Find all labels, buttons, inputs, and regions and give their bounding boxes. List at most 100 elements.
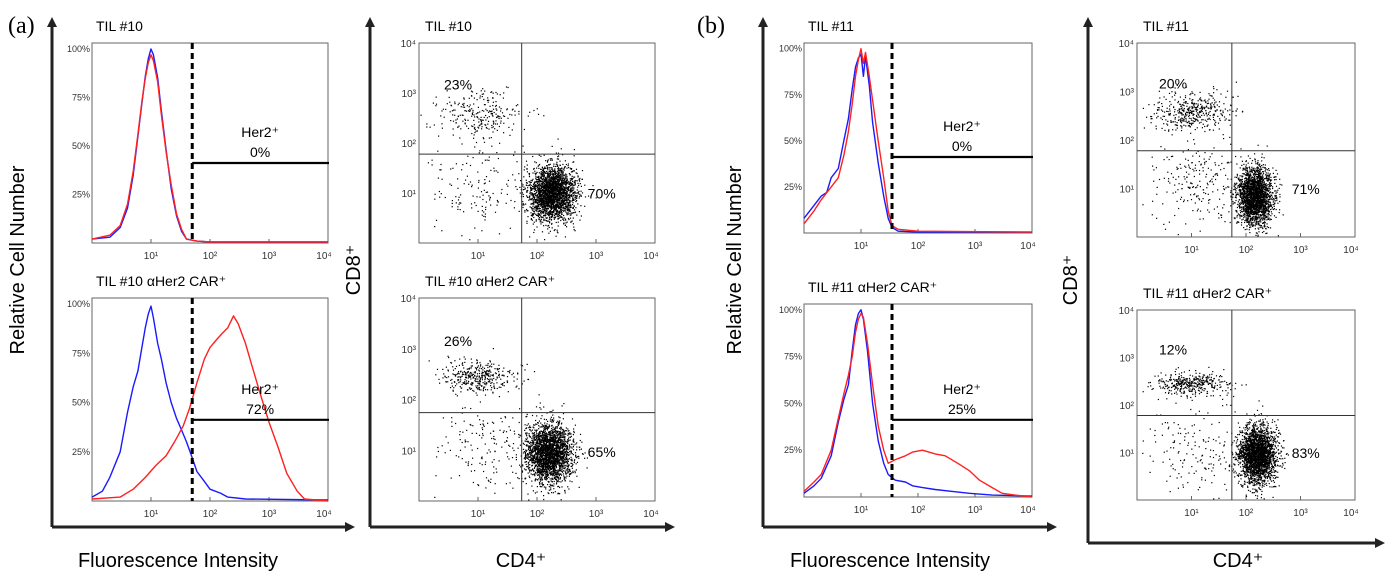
- scatter-dot: [560, 205, 563, 208]
- scatter-dot: [498, 374, 500, 376]
- scatter-dot: [568, 474, 571, 476]
- scatter-dot: [441, 127, 443, 129]
- scatter-dot: [473, 124, 475, 126]
- scatter-dot: [538, 474, 540, 476]
- scatter-dot: [584, 452, 586, 454]
- scatter-dot: [475, 113, 477, 115]
- scatter-dot: [560, 180, 562, 182]
- scatter-dot: [560, 202, 562, 205]
- scatter-dot: [545, 479, 547, 481]
- scatter-dot: [499, 142, 501, 144]
- scatter-dot: [457, 379, 459, 381]
- scatter-dot: [572, 196, 574, 198]
- scatter-dot: [555, 175, 558, 177]
- scatter-dot: [568, 201, 570, 204]
- scatter-dot: [558, 214, 560, 216]
- scatter-dot: [460, 391, 462, 393]
- scatter-dot: [563, 210, 565, 213]
- scatter-dot: [550, 218, 553, 221]
- scatter-dot: [492, 92, 494, 94]
- scatter-dot: [531, 414, 534, 417]
- scatter-dot: [477, 210, 479, 212]
- scatter-dot: [556, 461, 558, 463]
- scatter-dot: [569, 167, 571, 169]
- scatter-dot: [493, 167, 495, 169]
- scatter-dot: [525, 454, 527, 456]
- scatter-dot: [552, 414, 554, 416]
- scatter-dot: [555, 438, 557, 440]
- scatter-dot: [539, 210, 541, 212]
- scatter-dot: [572, 192, 574, 195]
- scatter-dot: [533, 463, 535, 465]
- scatter-dot: [435, 96, 437, 98]
- scatter-dot: [520, 435, 522, 437]
- scatter-dot: [560, 148, 562, 150]
- scatter-dot: [466, 162, 468, 164]
- scatter-dot: [515, 454, 517, 456]
- scatter-dot: [525, 203, 527, 205]
- scatter-dot: [524, 369, 526, 371]
- scatter-dot: [559, 438, 561, 441]
- scatter-dot: [543, 495, 545, 497]
- scatter-dot: [537, 165, 539, 167]
- scatter-dot: [479, 377, 481, 379]
- scatter-dot: [500, 120, 502, 122]
- scatter-dot: [525, 438, 527, 440]
- scatter-dot: [526, 171, 528, 173]
- scatter-dot: [474, 128, 476, 131]
- scatter-dot: [497, 201, 499, 203]
- scatter-dot: [566, 214, 568, 216]
- scatter-dot: [554, 441, 556, 443]
- scatter-dot: [477, 382, 479, 384]
- scatter-dot: [473, 119, 475, 121]
- scatter-dot: [549, 469, 551, 471]
- scatter-dot: [564, 198, 566, 200]
- scatter-dot: [572, 207, 574, 209]
- scatter-dot: [562, 178, 564, 180]
- scatter-dot: [557, 156, 559, 158]
- scatter-dot: [566, 466, 568, 468]
- scatter-dot: [545, 191, 547, 193]
- scatter-dot: [555, 235, 557, 237]
- scatter-dot: [470, 383, 472, 385]
- scatter-dot: [549, 222, 551, 224]
- scatter-dot: [462, 364, 464, 366]
- scatter-dot: [563, 191, 565, 193]
- scatter-dot: [551, 211, 553, 213]
- scatter-dot: [551, 477, 553, 479]
- scatter-dot: [552, 190, 554, 192]
- scatter-dot: [530, 455, 532, 457]
- scatter-dot: [518, 110, 520, 113]
- y-tick-label: 10⁴: [401, 39, 416, 50]
- scatter-dot: [543, 468, 545, 470]
- scatter-dot: [488, 180, 491, 182]
- scatter-dot: [541, 172, 543, 174]
- scatter-dot: [532, 185, 534, 187]
- scatter-dot: [570, 221, 572, 223]
- scatter-dot: [550, 159, 552, 161]
- scatter-dot: [556, 456, 558, 458]
- scatter-dot: [553, 417, 555, 419]
- scatter-dot: [544, 190, 546, 192]
- scatter-dot: [559, 460, 561, 462]
- scatter-dot: [498, 233, 501, 235]
- scatter-dot: [566, 174, 568, 176]
- scatter-dot: [542, 459, 544, 461]
- scatter-dot: [557, 232, 559, 234]
- scatter-dot: [536, 199, 539, 201]
- scatter-dot: [565, 430, 568, 432]
- scatter-dot: [553, 178, 555, 180]
- scatter-dot: [543, 192, 545, 194]
- scatter-dot: [454, 381, 456, 383]
- scatter-dot: [548, 164, 550, 166]
- scatter-dot: [534, 193, 536, 195]
- scatter-dot: [466, 372, 468, 374]
- scatter-dot: [476, 359, 478, 361]
- scatter-dot: [554, 169, 556, 171]
- scatter-dot: [577, 176, 579, 178]
- scatter-dot: [568, 208, 570, 210]
- scatter-dot: [560, 219, 562, 222]
- scatter-dot: [450, 184, 453, 186]
- scatter-dot: [554, 455, 556, 457]
- scatter-dot: [541, 434, 543, 436]
